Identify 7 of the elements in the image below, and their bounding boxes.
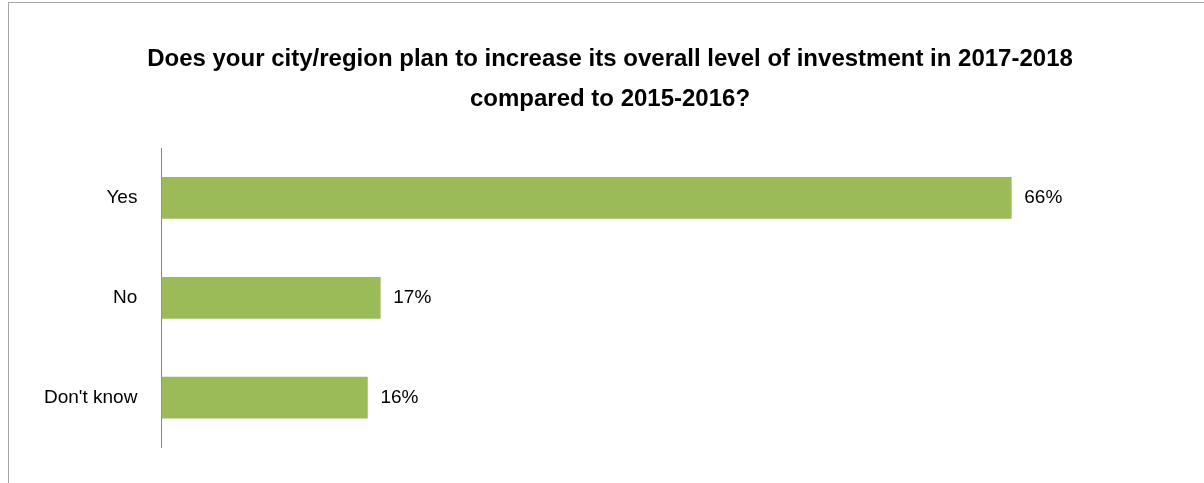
data-label: 66% [1024,186,1063,208]
data-label: 17% [393,286,432,308]
y-tick-label: Yes [106,186,138,208]
y-tick-label: Don't know [43,385,138,407]
chart-title: Does your city/region plan to increase its overall level of investment in 2017-2018 compared to 2015-2016? [146,43,1074,113]
y-tick-label: No [113,286,138,308]
data-label: 16% [380,385,419,407]
